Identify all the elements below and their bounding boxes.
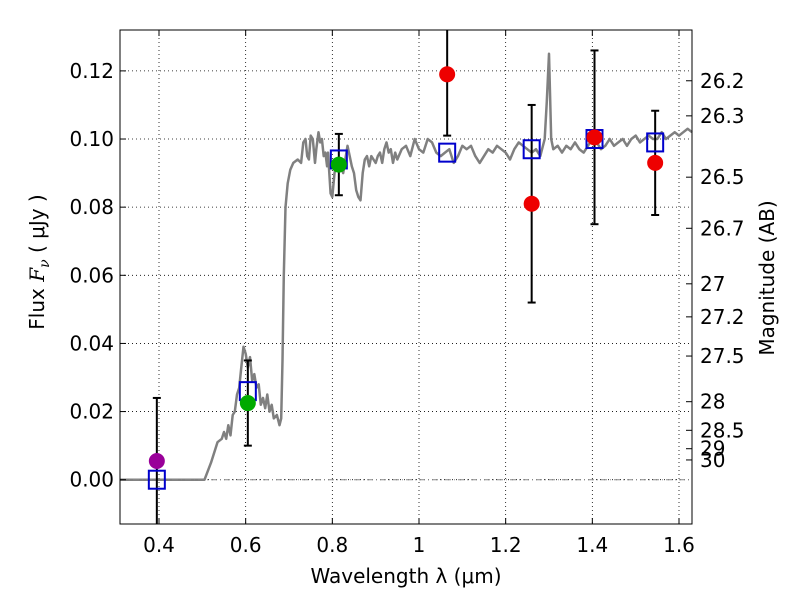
model-photometry-square: [646, 132, 665, 153]
observed-photometry-point: [148, 452, 165, 469]
x-tick-label: 1.6: [663, 533, 695, 557]
observed-photometry-point: [239, 395, 256, 412]
y-axis-label: Flux Fν ( μJy ): [25, 194, 53, 329]
x-axis-ticks: 0.4 0.6 0.8 1 1.2 1.4 1.6: [143, 30, 695, 557]
model-spectrum-series: [120, 52, 693, 481]
magnitude-tick-label: 26.7: [700, 216, 745, 240]
magnitude-tick-label: 29: [700, 437, 725, 461]
x-tick-label: 1: [413, 533, 426, 557]
x-tick-label: 0.6: [230, 533, 262, 557]
magnitude-tick-label: 27: [700, 272, 725, 296]
model-photometry-square: [522, 139, 541, 160]
plot-frame: [119, 29, 693, 525]
magnitude-tick-label: 26.5: [700, 165, 745, 189]
observed-photometry-point: [523, 195, 540, 212]
x-axis-label: Wavelength λ (μm): [310, 564, 501, 588]
y-axis-label-prefix: Flux: [25, 282, 49, 330]
y-tick-label: 0.00: [69, 468, 114, 492]
y-axis-label-unit: ( μJy ): [25, 194, 49, 259]
magnitude-tick-label: 26.3: [700, 104, 745, 128]
y-axis-ticks: 0.00 0.02 0.04 0.06 0.08 0.10 0.12: [69, 59, 126, 492]
x-tick-label: 0.8: [316, 533, 348, 557]
magnitude-tick-label: 28: [700, 390, 725, 414]
y-axis-label-symbol: F: [25, 267, 49, 283]
plot-background: [120, 30, 692, 524]
model-photometry-square: [438, 142, 457, 163]
y-tick-label: 0.02: [69, 400, 114, 424]
observed-photometry-series: [148, 66, 664, 469]
magnitude-tick-label: 26.2: [700, 69, 745, 93]
magnitude-tick-label: 27.5: [700, 344, 745, 368]
model-spectrum-line: [120, 52, 693, 481]
y-tick-label: 0.04: [69, 331, 114, 355]
x-tick-label: 1.4: [576, 533, 608, 557]
x-tick-label: 1.2: [490, 533, 522, 557]
magnitude-tick-label: 27.2: [700, 305, 745, 329]
observed-photometry-point: [586, 129, 603, 146]
y-tick-label: 0.12: [69, 59, 114, 83]
observed-photometry-point: [647, 154, 664, 171]
y-tick-label: 0.06: [69, 263, 114, 287]
x-tick-label: 0.4: [143, 533, 175, 557]
magnitude-tick-label: 28.5: [700, 418, 745, 442]
magnitude-tick-label: 30: [700, 448, 725, 472]
y-axis-label-subscript: ν: [37, 259, 53, 268]
observed-photometry-point: [439, 66, 456, 83]
model-photometry-square: [147, 469, 166, 490]
right-axis-label: Magnitude (AB): [755, 200, 779, 355]
y-tick-label: 0.08: [69, 195, 114, 219]
y-tick-label: 0.10: [69, 127, 114, 151]
observed-photometry-point: [330, 156, 347, 173]
